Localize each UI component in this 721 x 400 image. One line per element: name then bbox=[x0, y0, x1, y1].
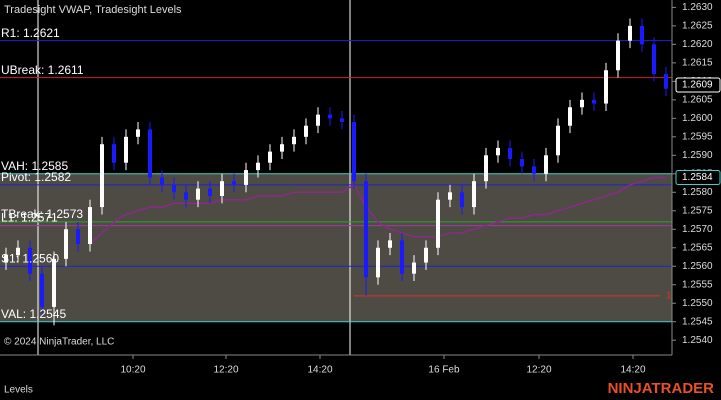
candle-body bbox=[388, 240, 392, 248]
candle-body bbox=[508, 147, 512, 160]
candle-body bbox=[268, 151, 272, 163]
candle-body bbox=[424, 247, 428, 263]
candle-body bbox=[520, 159, 524, 167]
candle-body bbox=[460, 192, 464, 208]
candle-body bbox=[484, 155, 488, 182]
candle-body bbox=[208, 188, 212, 196]
y-tick-label: 1.2620 bbox=[682, 39, 713, 50]
price-marker-label: 1.2584 bbox=[682, 172, 713, 183]
chart-title: Tradesight VWAP, Tradesight Levels bbox=[4, 4, 182, 16]
candle-body bbox=[88, 207, 92, 245]
candle-body bbox=[352, 122, 356, 182]
y-tick-label: 1.2560 bbox=[682, 261, 713, 272]
y-tick-label: 1.2575 bbox=[682, 205, 713, 216]
y-tick-label: 1.2565 bbox=[682, 242, 713, 253]
candle-body bbox=[412, 262, 416, 274]
candle-body bbox=[40, 273, 44, 307]
y-tick-label: 1.2545 bbox=[682, 316, 713, 327]
level-label: UBreak: 1.2611 bbox=[1, 63, 84, 77]
candle-body bbox=[604, 70, 608, 104]
y-tick-label: 1.2570 bbox=[682, 224, 713, 235]
candle-body bbox=[616, 40, 620, 71]
candle-body bbox=[76, 229, 80, 245]
level-label: Pivot: 1.2582 bbox=[1, 170, 71, 184]
candle-body bbox=[28, 247, 32, 274]
candle-body bbox=[316, 114, 320, 126]
candle-body bbox=[364, 181, 368, 278]
candle-body bbox=[472, 181, 476, 208]
y-tick-label: 1.2590 bbox=[682, 150, 713, 161]
candle-body bbox=[220, 181, 224, 196]
y-tick-label: 1.2625 bbox=[682, 21, 713, 32]
x-tick-label: 14:20 bbox=[307, 365, 332, 376]
x-tick-label: 14:20 bbox=[620, 365, 645, 376]
y-tick-label: 1.2595 bbox=[682, 131, 713, 142]
candle-body bbox=[124, 136, 128, 163]
x-tick-label: 12:20 bbox=[526, 365, 551, 376]
level-label: VAH: 1.2585 bbox=[1, 159, 68, 173]
level-label: R1: 1.2621 bbox=[1, 26, 60, 40]
y-tick-label: 1.2540 bbox=[682, 335, 713, 346]
candle-body bbox=[52, 258, 56, 307]
logo: NINJATRADER bbox=[608, 380, 715, 397]
candle-body bbox=[640, 25, 644, 45]
candle-body bbox=[304, 125, 308, 137]
candle-body bbox=[112, 144, 116, 163]
y-tick-label: 1.2615 bbox=[682, 58, 713, 69]
price-marker bbox=[675, 77, 721, 93]
plot-area bbox=[0, 0, 672, 355]
tab-label[interactable]: Levels bbox=[4, 385, 33, 396]
candle-body bbox=[244, 170, 248, 185]
candle-body bbox=[652, 44, 656, 74]
y-tick-label: 1.2555 bbox=[682, 279, 713, 290]
value-area bbox=[0, 173, 672, 322]
candle-body bbox=[580, 99, 584, 108]
candle-body bbox=[136, 129, 140, 137]
candle-body bbox=[328, 114, 332, 119]
candle-body bbox=[100, 144, 104, 208]
x-tick-label: 16 Feb bbox=[428, 365, 460, 376]
y-tick-label: 1.2580 bbox=[682, 187, 713, 198]
y-tick-label: 1.2605 bbox=[682, 94, 713, 105]
candle-body bbox=[196, 188, 200, 200]
level-label: TBreak: 1.2573 bbox=[1, 207, 83, 221]
candle-body bbox=[556, 125, 560, 156]
level-label: S1: 1.2560 bbox=[1, 251, 59, 265]
candle-body bbox=[292, 136, 296, 145]
candle-body bbox=[376, 247, 380, 278]
candle-body bbox=[280, 144, 284, 152]
candle-body bbox=[532, 166, 536, 174]
candle-body bbox=[184, 192, 188, 200]
annotation-label: 1 bbox=[666, 290, 672, 301]
candle-body bbox=[496, 147, 500, 156]
candle-body bbox=[592, 99, 596, 104]
x-tick-label: 12:20 bbox=[213, 365, 238, 376]
y-tick-label: 1.2550 bbox=[682, 298, 713, 309]
candle-body bbox=[448, 192, 452, 200]
candle-body bbox=[436, 199, 440, 248]
candle-body bbox=[628, 25, 632, 41]
candle-body bbox=[256, 162, 260, 171]
price-marker bbox=[675, 170, 721, 185]
candle-body bbox=[148, 129, 152, 178]
candle-body bbox=[232, 181, 236, 185]
y-tick-label: 1.2630 bbox=[682, 2, 713, 13]
y-tick-label: 1.2600 bbox=[682, 113, 713, 124]
price-marker-label: 1.2609 bbox=[682, 80, 713, 91]
candle-body bbox=[160, 177, 164, 185]
candle-body bbox=[340, 118, 344, 123]
level-label: L1: 1.2571 bbox=[1, 211, 58, 225]
candle-body bbox=[4, 255, 8, 263]
candle-body bbox=[400, 240, 404, 274]
candle-body bbox=[568, 107, 572, 126]
candle-body bbox=[16, 247, 20, 256]
level-label: VAL: 1.2545 bbox=[1, 307, 66, 321]
x-tick-label: 10:20 bbox=[120, 365, 145, 376]
candle-body bbox=[64, 229, 68, 259]
copyright: © 2024 NinjaTrader, LLC bbox=[4, 337, 114, 348]
candle-body bbox=[544, 155, 548, 174]
candle-body bbox=[172, 184, 176, 193]
candle-body bbox=[664, 73, 668, 89]
